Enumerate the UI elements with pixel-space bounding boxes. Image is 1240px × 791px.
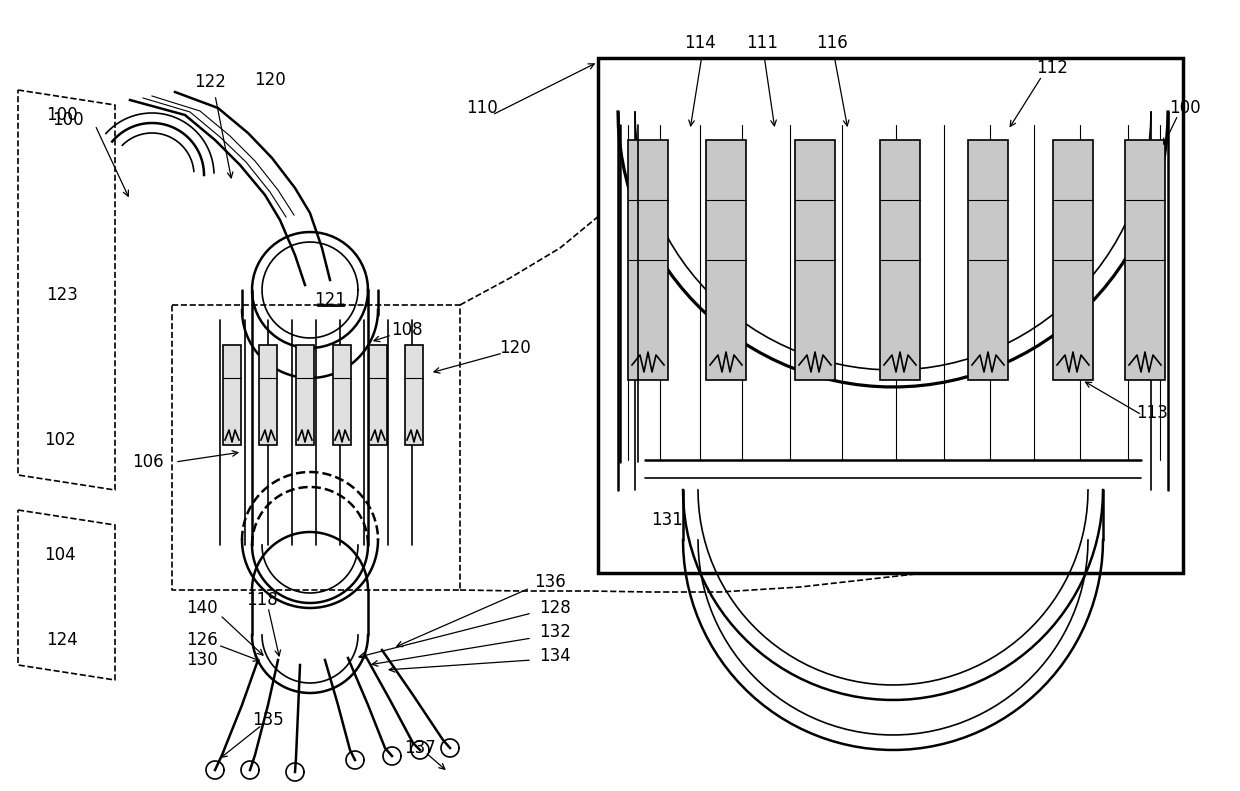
Text: 100: 100: [1169, 99, 1200, 117]
Text: 118: 118: [246, 591, 278, 609]
Bar: [296, 345, 314, 445]
Text: 136: 136: [534, 573, 565, 591]
Text: 134: 134: [539, 647, 570, 665]
Text: 140: 140: [186, 599, 218, 617]
Text: 112: 112: [1037, 59, 1068, 77]
Text: 137: 137: [404, 739, 436, 757]
Text: 122: 122: [195, 73, 226, 91]
Bar: [627, 140, 668, 380]
Bar: [259, 345, 277, 445]
Text: 131: 131: [651, 511, 683, 529]
Text: 135: 135: [252, 711, 284, 729]
Bar: [968, 140, 1008, 380]
Text: 111: 111: [746, 34, 777, 52]
Text: 128: 128: [539, 599, 570, 617]
Bar: [405, 345, 423, 445]
Bar: [334, 345, 351, 445]
Text: 120: 120: [500, 339, 531, 357]
Text: 126: 126: [186, 631, 218, 649]
Text: 114: 114: [684, 34, 715, 52]
Text: 124: 124: [46, 631, 78, 649]
Text: 108: 108: [391, 321, 423, 339]
Text: 104: 104: [45, 546, 76, 564]
Bar: [1125, 140, 1166, 380]
Bar: [598, 58, 1183, 573]
Text: 110: 110: [466, 99, 498, 117]
Text: 106: 106: [133, 453, 164, 471]
Text: 100: 100: [52, 111, 84, 129]
Text: 121: 121: [314, 291, 346, 309]
Bar: [795, 140, 835, 380]
Bar: [880, 140, 920, 380]
Text: 116: 116: [816, 34, 848, 52]
Text: 120: 120: [254, 71, 286, 89]
Text: 130: 130: [186, 651, 218, 669]
Bar: [1053, 140, 1092, 380]
Text: 132: 132: [539, 623, 570, 641]
Bar: [223, 345, 241, 445]
Text: 100: 100: [46, 106, 78, 124]
Text: 102: 102: [45, 431, 76, 449]
Bar: [706, 140, 746, 380]
Bar: [370, 345, 387, 445]
Text: 123: 123: [46, 286, 78, 304]
Text: 113: 113: [1136, 404, 1168, 422]
